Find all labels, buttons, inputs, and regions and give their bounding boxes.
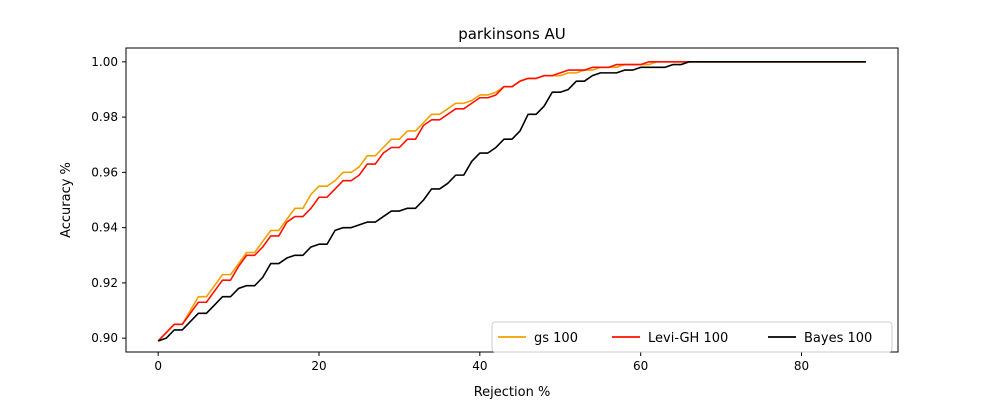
- x-axis: 0 20 40 60 80: [154, 352, 809, 373]
- y-tick-label: 0.94: [91, 221, 118, 235]
- legend-label-2: Levi-GH 100: [648, 331, 728, 346]
- x-tick-label: 20: [311, 359, 326, 373]
- y-tick-label: 0.98: [91, 110, 118, 124]
- y-tick-label: 0.90: [91, 331, 118, 345]
- series-layer: [157, 61, 866, 342]
- y-axis-label: Accuracy %: [59, 162, 74, 238]
- legend-label-3: Bayes 100: [804, 331, 872, 346]
- x-axis-label: Rejection %: [474, 385, 551, 400]
- x-tick-label: 60: [633, 359, 648, 373]
- x-tick-label: 80: [794, 359, 809, 373]
- y-axis: 0.90 0.92 0.94 0.96 0.98 1.00: [91, 55, 126, 345]
- x-tick-label: 0: [154, 359, 162, 373]
- x-tick-label: 40: [472, 359, 487, 373]
- chart-title: parkinsons AU: [458, 25, 566, 43]
- legend-label-1: gs 100: [534, 331, 578, 346]
- y-tick-label: 0.96: [91, 165, 118, 179]
- series-line-2: [157, 61, 866, 342]
- legend-frame: [491, 321, 893, 353]
- series-line-3: [157, 61, 866, 342]
- y-tick-label: 0.92: [91, 276, 118, 290]
- y-tick-label: 1.00: [91, 55, 118, 69]
- legend: gs 100 Levi-GH 100 Bayes 100: [491, 321, 893, 353]
